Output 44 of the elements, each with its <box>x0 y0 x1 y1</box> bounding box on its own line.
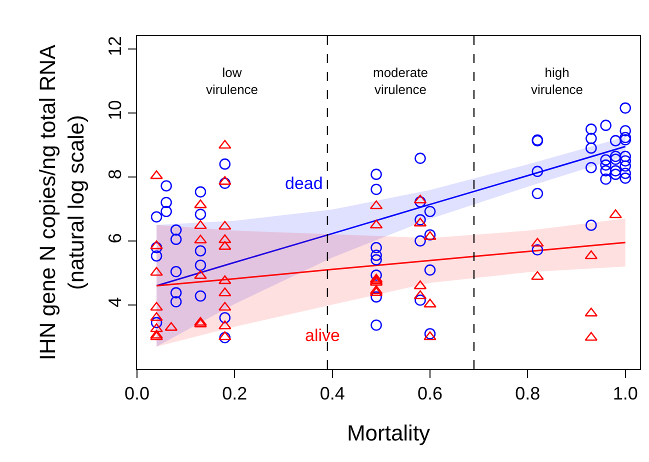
point <box>584 332 598 341</box>
point <box>194 220 207 230</box>
point <box>531 238 544 247</box>
point <box>609 209 622 218</box>
annotation: low virulence <box>206 65 258 97</box>
point <box>218 275 232 284</box>
x-tick-label: 0.0 <box>124 384 150 404</box>
point <box>370 285 383 294</box>
point <box>150 323 163 332</box>
x-tick-label: 0.4 <box>320 384 345 404</box>
point <box>218 140 232 149</box>
y-tick-label: 8 <box>104 169 125 180</box>
annotation: high virulence <box>531 65 584 97</box>
x-tick-label: 0.8 <box>515 384 540 404</box>
point <box>218 320 232 330</box>
x-tick-label: 1.0 <box>612 384 638 404</box>
x-tick-label: 0.6 <box>417 384 443 404</box>
y-axis-title: IHN gene N copies/ng total RNA (natural log scale) <box>35 44 89 360</box>
annotation: moderate virulence <box>373 65 428 97</box>
x-axis-title: Mortality <box>346 420 430 446</box>
point <box>424 331 436 340</box>
point <box>218 302 232 311</box>
y-tick-label: 6 <box>104 233 125 244</box>
point <box>218 234 232 244</box>
point <box>150 170 163 180</box>
point <box>150 240 163 250</box>
point <box>370 200 383 210</box>
line-series <box>156 242 626 286</box>
point <box>414 280 427 290</box>
x-tick-label: 0.2 <box>222 384 248 404</box>
point <box>194 316 207 326</box>
point <box>584 250 598 260</box>
point <box>414 290 427 300</box>
point <box>218 331 232 340</box>
y-tick-label: 10 <box>104 100 125 120</box>
text: alive <box>305 326 340 345</box>
point <box>218 287 232 296</box>
point <box>194 199 207 208</box>
point <box>150 302 163 311</box>
point <box>218 220 232 230</box>
y-tick-label: 4 <box>104 297 125 308</box>
point <box>150 266 163 276</box>
text: dead <box>285 174 323 193</box>
y-tick-label: 12 <box>104 36 125 56</box>
